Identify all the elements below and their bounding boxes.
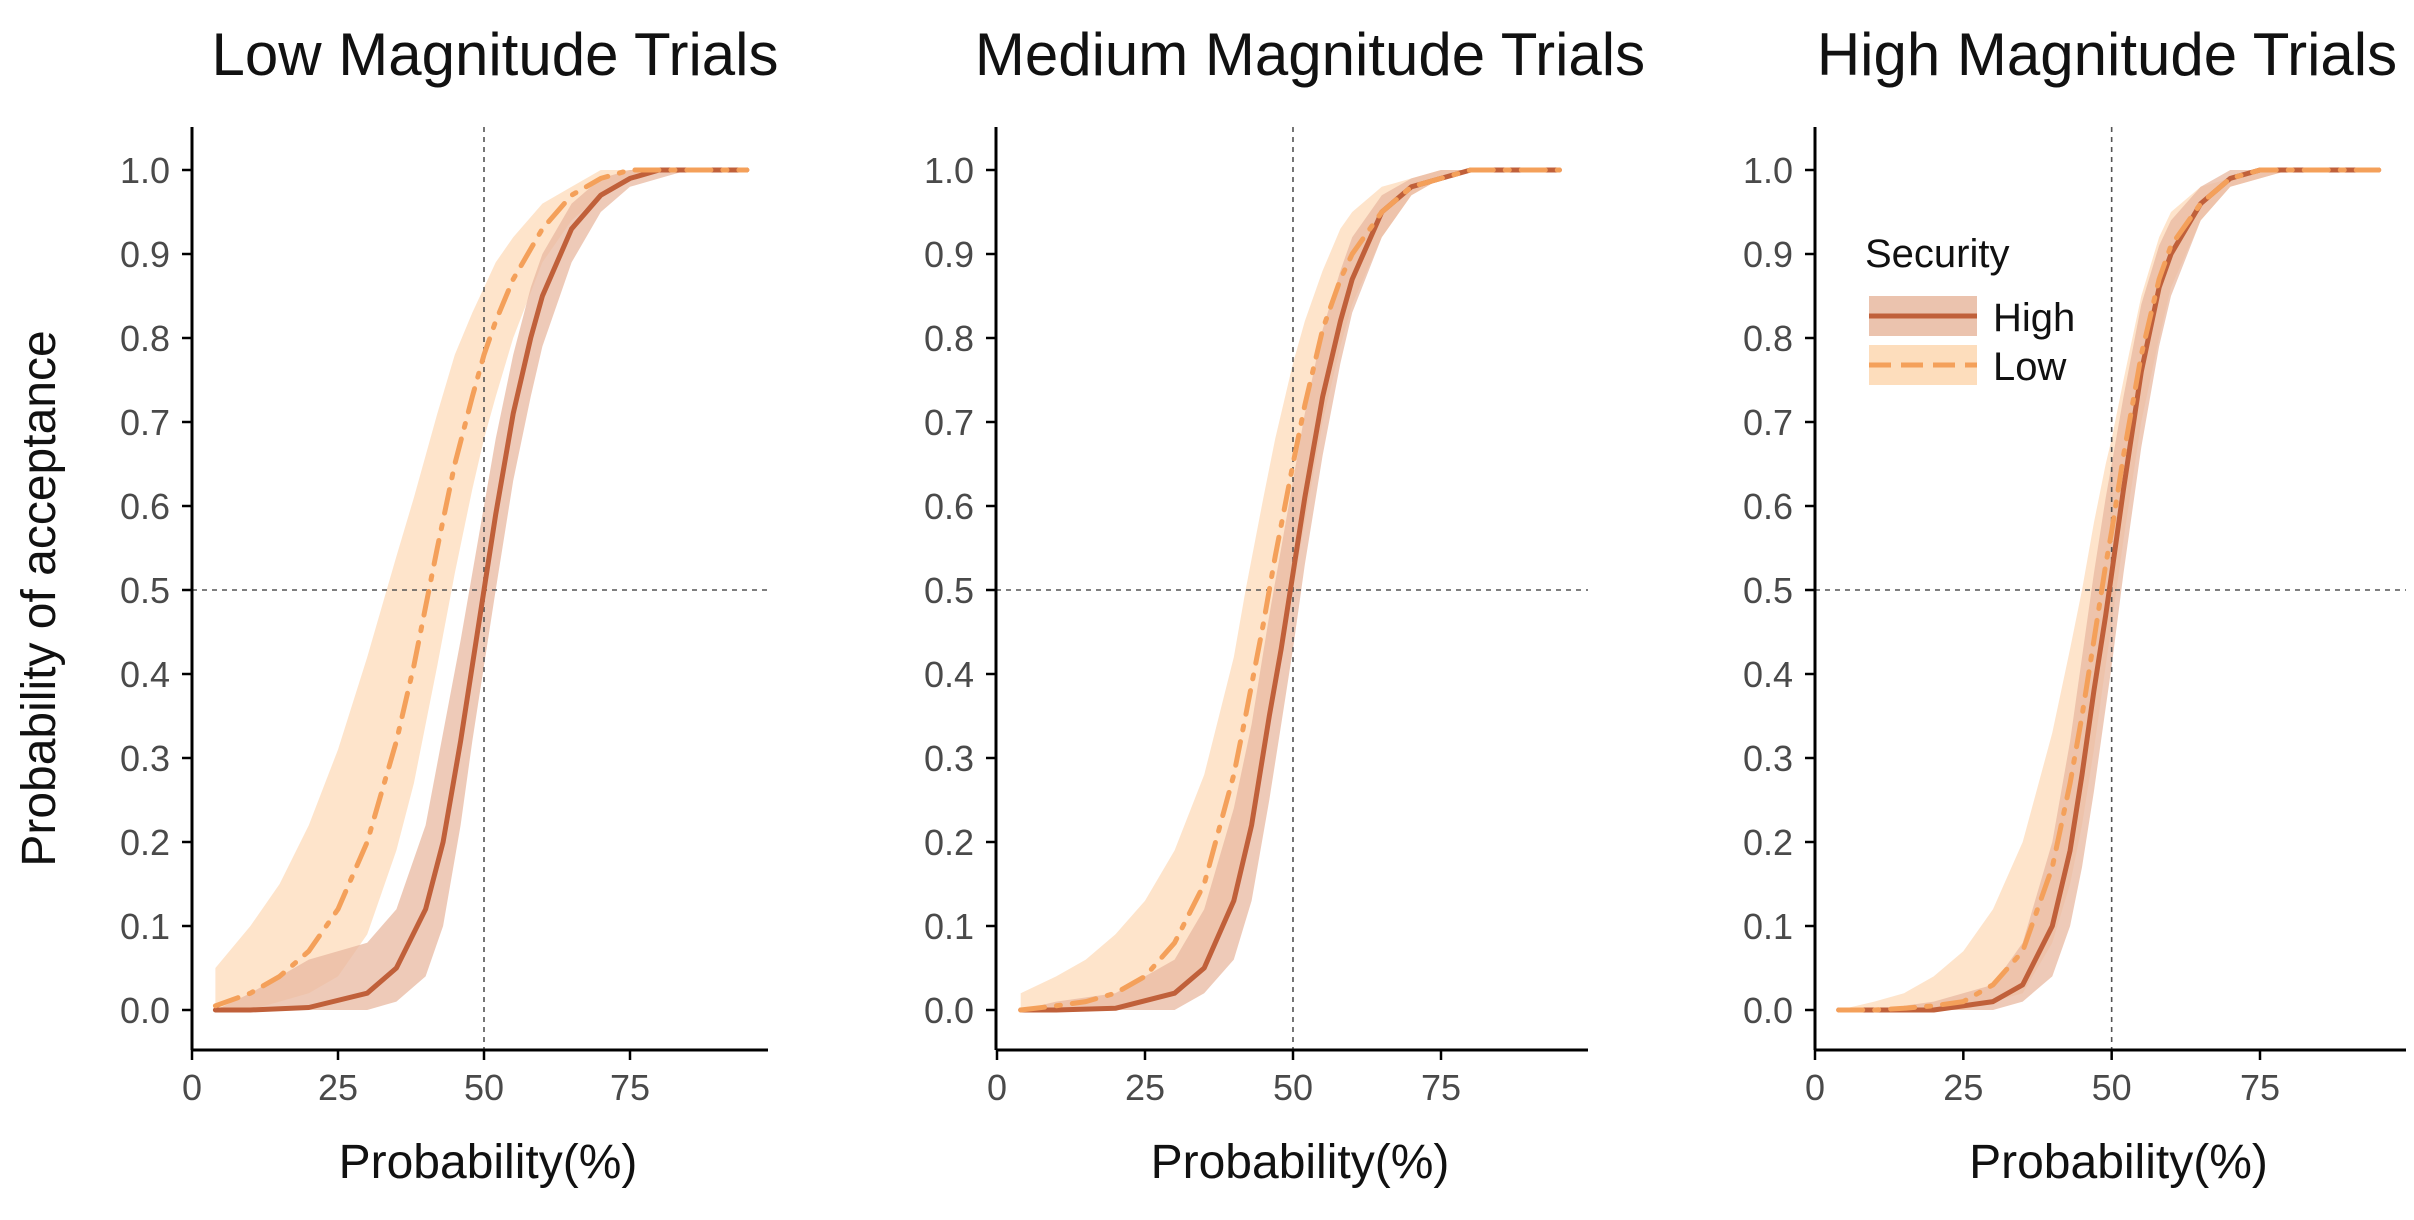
y-tick-label: 0.5 bbox=[924, 570, 974, 611]
y-tick-label: 0.4 bbox=[120, 654, 170, 695]
panel-1: Low Magnitude Trials 0.0 0.1 0.2 0.3 0.4 0.5 0.… bbox=[13, 21, 778, 1189]
panel-title: Medium Magnitude Trials bbox=[975, 21, 1645, 88]
y-tick-label: 0.9 bbox=[120, 234, 170, 275]
panel-2: Medium Magnitude Trials 0.0 0.1 0.2 0.3 0.4 0.… bbox=[924, 21, 1645, 1189]
x-tick-label: 50 bbox=[464, 1067, 504, 1108]
x-tick-label: 25 bbox=[318, 1067, 358, 1108]
x-tick-label: 50 bbox=[2092, 1067, 2132, 1108]
y-tick-label: 0.1 bbox=[120, 906, 170, 947]
panels: Low Magnitude Trials 0.0 0.1 0.2 0.3 0.4 0.5 0.… bbox=[13, 21, 2406, 1189]
legend-label-high: High bbox=[1993, 296, 2075, 340]
y-tick-label: 0.2 bbox=[120, 822, 170, 863]
y-tick-label: 0.8 bbox=[120, 318, 170, 359]
legend-label-low: Low bbox=[1993, 345, 2066, 389]
x-tick-label: 50 bbox=[1273, 1067, 1313, 1108]
y-tick-label: 1.0 bbox=[924, 150, 974, 191]
x-tick-label: 0 bbox=[1805, 1067, 1825, 1108]
y-tick-label: 0.7 bbox=[924, 402, 974, 443]
x-axis-label: Probability(%) bbox=[1969, 1136, 2268, 1189]
x-tick-label: 0 bbox=[182, 1067, 202, 1108]
y-tick-label: 0.4 bbox=[1743, 654, 1793, 695]
panel-title: Low Magnitude Trials bbox=[212, 21, 779, 88]
series-line-high bbox=[212, 167, 750, 1013]
panel-title: High Magnitude Trials bbox=[1817, 21, 2397, 88]
series-line-high bbox=[1018, 167, 1562, 1013]
y-tick-label: 0.0 bbox=[924, 990, 974, 1031]
y-tick-label: 0.1 bbox=[1743, 906, 1793, 947]
y-tick-label: 0.2 bbox=[924, 822, 974, 863]
y-tick-label: 0.8 bbox=[1743, 318, 1793, 359]
x-axis-label: Probability(%) bbox=[1151, 1136, 1450, 1189]
y-tick-label: 0.2 bbox=[1743, 822, 1793, 863]
y-tick-label: 0.3 bbox=[120, 738, 170, 779]
y-tick-label: 0.9 bbox=[924, 234, 974, 275]
confidence-band-high bbox=[215, 170, 747, 1010]
x-tick-label: 75 bbox=[2240, 1067, 2280, 1108]
y-tick-label: 0.5 bbox=[120, 570, 170, 611]
series-line-low bbox=[1836, 167, 2382, 1013]
x-tick-label: 25 bbox=[1125, 1067, 1165, 1108]
y-tick-label: 1.0 bbox=[1743, 150, 1793, 191]
y-tick-label: 0.3 bbox=[1743, 738, 1793, 779]
y-tick-label: 0.6 bbox=[1743, 486, 1793, 527]
y-tick-label: 0.6 bbox=[924, 486, 974, 527]
panel-3: High Magnitude Trials 0.0 0.1 0.2 0.3 0.4 0.5 0… bbox=[1743, 21, 2406, 1189]
x-tick-label: 75 bbox=[1421, 1067, 1461, 1108]
series-line-low bbox=[212, 167, 750, 1009]
x-tick-label: 0 bbox=[987, 1067, 1007, 1108]
x-axis-label: Probability(%) bbox=[339, 1136, 638, 1189]
y-tick-label: 0.7 bbox=[1743, 402, 1793, 443]
legend-title: Security bbox=[1865, 232, 2010, 276]
y-tick-label: 0.5 bbox=[1743, 570, 1793, 611]
y-tick-label: 0.8 bbox=[924, 318, 974, 359]
y-tick-label: 0.0 bbox=[120, 990, 170, 1031]
y-tick-label: 0.7 bbox=[120, 402, 170, 443]
y-tick-label: 0.6 bbox=[120, 486, 170, 527]
x-tick-label: 75 bbox=[610, 1067, 650, 1108]
y-tick-label: 0.1 bbox=[924, 906, 974, 947]
y-tick-label: 1.0 bbox=[120, 150, 170, 191]
y-tick-label: 0.3 bbox=[924, 738, 974, 779]
series-line-low bbox=[1018, 167, 1562, 1013]
legend: Security High Low bbox=[1865, 232, 2075, 389]
y-axis-label: Probability of acceptance bbox=[13, 330, 66, 866]
y-tick-label: 0.9 bbox=[1743, 234, 1793, 275]
y-tick-label: 0.0 bbox=[1743, 990, 1793, 1031]
x-tick-label: 25 bbox=[1943, 1067, 1983, 1108]
y-tick-label: 0.4 bbox=[924, 654, 974, 695]
confidence-band-low bbox=[215, 170, 747, 1010]
